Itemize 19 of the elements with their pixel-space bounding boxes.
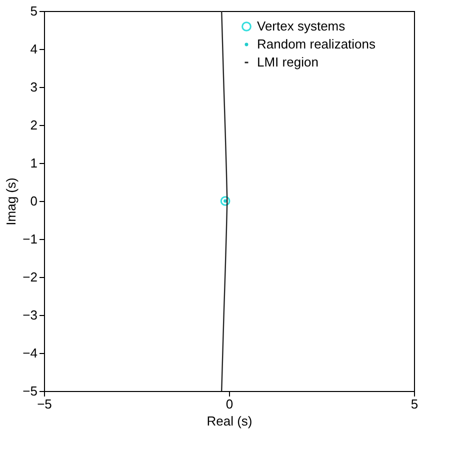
legend-label: Random realizations	[257, 36, 376, 52]
line-series	[221, 10, 228, 392]
y-axis-title: Imag (s)	[4, 178, 19, 226]
y-tick-label: 3	[30, 80, 38, 94]
legend-label: Vertex systems	[257, 18, 346, 34]
y-tick-label: −2	[22, 270, 38, 284]
x-axis-title: Real (s)	[206, 414, 252, 428]
y-tick-label: 1	[30, 156, 38, 170]
y-tick-label: 4	[30, 42, 38, 56]
y-tick-label: −1	[22, 232, 38, 246]
legend-label: LMI region	[257, 54, 318, 70]
y-tick-label: −5	[22, 384, 38, 398]
x-tick-label: 0	[226, 396, 234, 412]
y-tick-label: −4	[22, 346, 38, 360]
x-tick-label: 5	[410, 396, 418, 412]
y-tick-label: −3	[22, 308, 38, 322]
y-tick-label: 2	[30, 118, 38, 132]
y-tick-label: 0	[30, 194, 38, 208]
y-tick-label: 5	[30, 4, 38, 18]
